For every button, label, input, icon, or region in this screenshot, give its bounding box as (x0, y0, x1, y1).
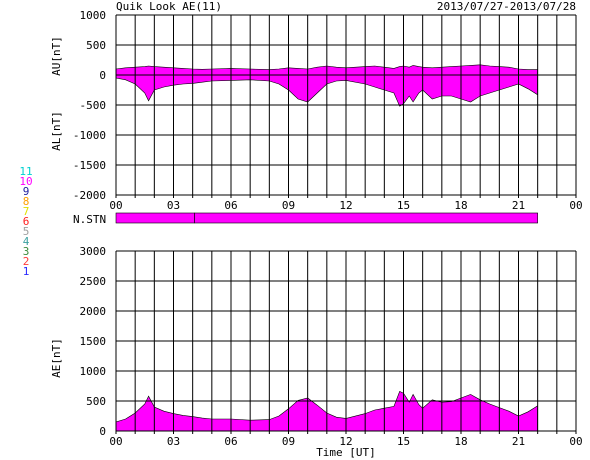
legend-entry: 5 (23, 225, 30, 238)
date-range: 2013/07/27-2013/07/28 (437, 0, 576, 13)
y-tick-label: -1000 (73, 129, 106, 142)
x-tick-label: 09 (282, 199, 295, 212)
y-tick-label: 500 (86, 39, 106, 52)
y-tick-label: 1000 (80, 9, 107, 22)
station-count-label: N.STN (73, 213, 106, 226)
y-tick-label: 3000 (80, 245, 107, 258)
x-tick-label: 12 (339, 435, 352, 448)
x-tick-label: 00 (569, 199, 582, 212)
y-tick-label: -1500 (73, 159, 106, 172)
y-tick-label: -2000 (73, 189, 106, 202)
y-tick-label: 500 (86, 395, 106, 408)
x-tick-label: 21 (512, 199, 525, 212)
x-tick-label: 21 (512, 435, 525, 448)
x-tick-label: 12 (339, 199, 352, 212)
x-tick-label: 00 (569, 435, 582, 448)
ae-x-tick-labels: 00 03 06 09 12 15 18 21 00 (109, 435, 582, 448)
x-tick-label: 06 (224, 199, 237, 212)
x-tick-label: 06 (224, 435, 237, 448)
y-tick-label: 0 (99, 425, 106, 438)
y-tick-label: 1000 (80, 365, 107, 378)
ae-axis-label: AE[nT] (50, 338, 63, 378)
au-al-y-tick-labels: 1000 500 0 -500 -1000 -1500 -2000 (73, 9, 106, 202)
y-tick-label: -500 (80, 99, 107, 112)
al-axis-label: AL[nT] (50, 111, 63, 151)
legend-entry: 11 (19, 165, 32, 178)
chart-title: Quik Look AE(11) (116, 0, 222, 13)
legend-entry: 7 (23, 205, 30, 218)
station-count-segment (115, 212, 195, 224)
legend-entry: 2 (23, 255, 30, 268)
legend-entry: 6 (23, 215, 30, 228)
legend-entry: 4 (23, 235, 30, 248)
ae-y-tick-labels: 3000 2500 2000 1500 1000 500 0 (80, 245, 107, 438)
x-tick-label: 03 (167, 199, 180, 212)
legend-entry: 8 (23, 195, 30, 208)
x-axis-label: Time [UT] (316, 446, 376, 459)
x-tick-label: 15 (397, 435, 410, 448)
legend-entry: 1 (23, 265, 30, 278)
y-tick-label: 1500 (80, 335, 107, 348)
legend-entry: 10 (19, 175, 32, 188)
station-count-bars (115, 212, 538, 224)
au-al-panel: 1000 500 0 -500 -1000 -1500 -2000 00 03 06 09 12 15… (50, 9, 583, 212)
x-tick-label: 00 (109, 435, 122, 448)
au-axis-label: AU[nT] (50, 36, 63, 76)
ae-grid (115, 250, 577, 434)
au-al-x-tick-labels: 00 03 06 09 12 15 18 21 00 (109, 199, 582, 212)
station-count-panel: N.STN (73, 212, 538, 226)
y-tick-label: 0 (99, 69, 106, 82)
legend-entry: 9 (23, 185, 30, 198)
x-tick-label: 18 (454, 199, 467, 212)
x-tick-label: 15 (397, 199, 410, 212)
ae-panel: 3000 2500 2000 1500 1000 500 0 00 03 06 09 12 15 18 2… (50, 245, 583, 459)
au-al-grid (115, 14, 577, 198)
legend-entry: 3 (23, 245, 30, 258)
x-tick-label: 18 (454, 435, 467, 448)
station-count-segment (194, 212, 538, 224)
y-tick-label: 2000 (80, 305, 107, 318)
x-tick-label: 09 (282, 435, 295, 448)
y-tick-label: 2500 (80, 275, 107, 288)
x-tick-label: 00 (109, 199, 122, 212)
x-tick-label: 03 (167, 435, 180, 448)
